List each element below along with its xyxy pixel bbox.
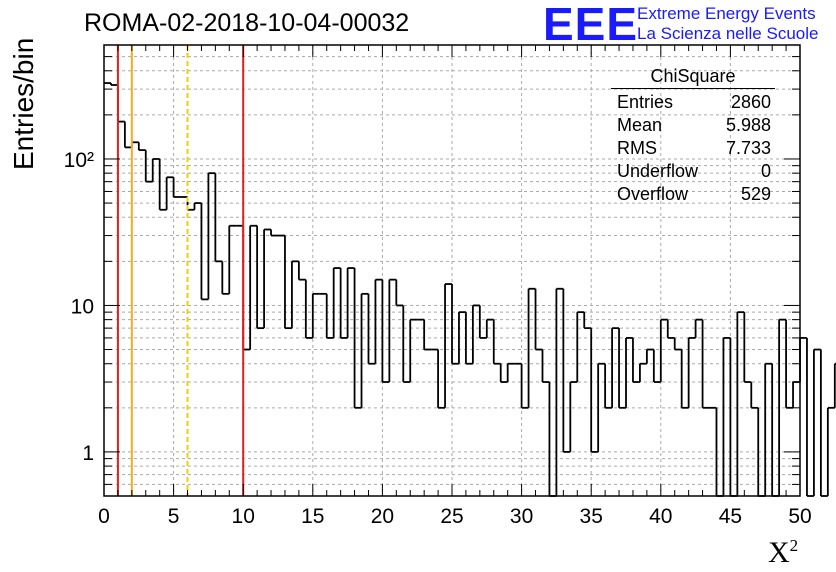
x-tick-label: 20 <box>371 505 394 528</box>
x-axis-label-base: X <box>768 536 790 569</box>
x-tick-label: 35 <box>580 505 603 528</box>
y-axis-label: Entries/bin <box>8 37 39 170</box>
stats-label: Entries <box>617 92 674 112</box>
x-tick-label: 5 <box>168 505 180 528</box>
x-tick-label: 45 <box>719 505 742 528</box>
stats-value: 2860 <box>730 92 771 112</box>
stats-box: ChiSquare Entries 2860 Mean 5.988 RMS 7.… <box>611 66 775 206</box>
x-axis-label-sup: 2 <box>789 536 799 555</box>
reference-lines <box>116 45 245 496</box>
y-tick-label: 1 <box>82 442 94 465</box>
y-axis-ticks: 1 10 10² <box>64 44 800 497</box>
stats-row-overflow: Overflow 529 <box>611 183 775 206</box>
stats-row-mean: Mean 5.988 <box>611 114 775 137</box>
stats-value: 7.733 <box>725 138 771 158</box>
chart-title: ROMA-02-2018-10-04-00032 <box>84 9 410 37</box>
stats-label: Mean <box>617 115 663 135</box>
stats-label: Underflow <box>617 161 699 181</box>
x-tick-label: 15 <box>301 505 324 528</box>
x-tick-label: 0 <box>98 505 110 528</box>
stats-row-rms: RMS 7.733 <box>611 137 775 160</box>
logo-line-2: La Scienza nelle Scuole <box>637 24 819 43</box>
stats-row-entries: Entries 2860 <box>611 91 775 114</box>
logo-line-1: Extreme Energy Events <box>637 4 816 23</box>
stats-label: Overflow <box>617 184 689 204</box>
x-tick-label: 30 <box>510 505 533 528</box>
stats-value: 0 <box>760 161 771 181</box>
stats-value: 529 <box>740 184 771 204</box>
x-tick-label: 50 <box>788 505 811 528</box>
y-tick-label: 10² <box>64 149 94 172</box>
eee-logo-mark: EEE <box>543 0 639 50</box>
x-axis-ticks: 0 5 10 15 20 25 30 35 40 45 50 <box>98 45 812 528</box>
y-tick-label: 10 <box>71 295 94 318</box>
stats-label: RMS <box>617 138 657 158</box>
x-axis-label: X2 <box>768 536 798 570</box>
stats-title: ChiSquare <box>611 66 775 89</box>
x-tick-label: 40 <box>649 505 672 528</box>
x-tick-label: 25 <box>440 505 463 528</box>
x-tick-label: 10 <box>232 505 255 528</box>
stats-value: 5.988 <box>725 115 771 135</box>
stats-row-underflow: Underflow 0 <box>611 160 775 183</box>
